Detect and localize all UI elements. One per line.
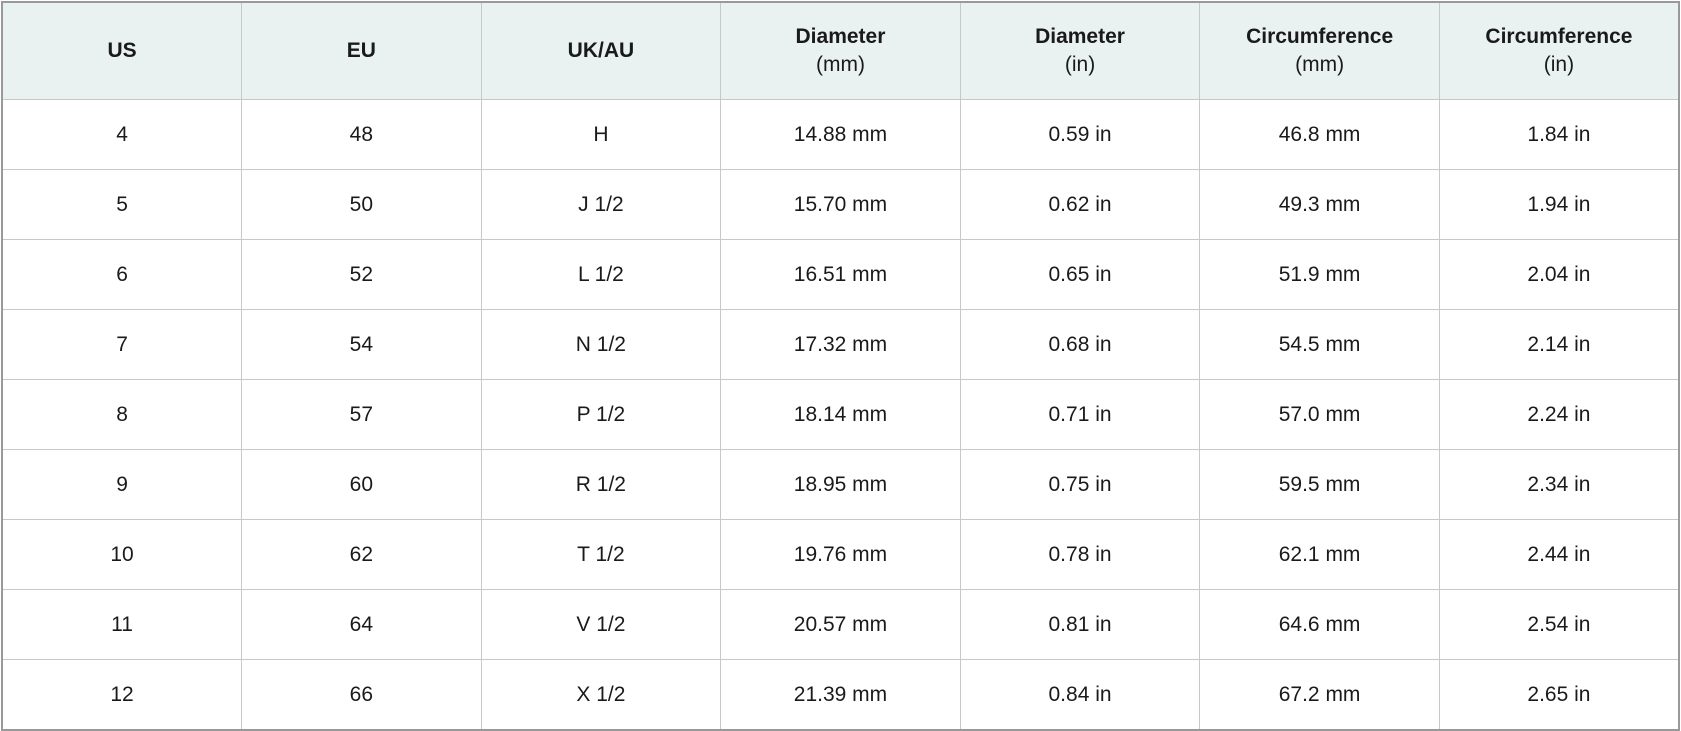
table-cell: 64.6 mm — [1199, 589, 1440, 660]
table-cell: 0.75 in — [959, 449, 1201, 520]
column-header: Circumference (in) — [1438, 1, 1680, 100]
column-title: Circumference — [1246, 25, 1394, 48]
column-title: Diameter — [1035, 25, 1125, 48]
table-cell: 7 — [1, 309, 243, 380]
table-cell: 48 — [241, 99, 482, 170]
table-cell: 0.81 in — [959, 589, 1201, 660]
table-cell: 46.8 mm — [1199, 99, 1440, 170]
table-cell: 20.57 mm — [720, 589, 961, 660]
table-cell: 2.54 in — [1438, 589, 1680, 660]
column-header: US — [1, 1, 243, 100]
table-cell: N 1/2 — [480, 309, 722, 380]
table-cell: 51.9 mm — [1199, 239, 1440, 310]
table-cell: 66 — [241, 659, 482, 731]
column-unit: (in) — [1064, 53, 1096, 76]
table-cell: 8 — [1, 379, 243, 450]
table-row: 7 54 N 1/2 17.32 mm 0.68 in 54.5 mm 2.14 in — [1, 309, 1680, 380]
table-cell: 62.1 mm — [1199, 519, 1440, 590]
table-cell: 0.68 in — [959, 309, 1201, 380]
column-header: Diameter (mm) — [720, 1, 961, 100]
table-row: 11 64 V 1/2 20.57 mm 0.81 in 64.6 mm 2.54 in — [1, 589, 1680, 660]
table-cell: 10 — [1, 519, 243, 590]
table-cell: 21.39 mm — [720, 659, 961, 731]
table-cell: 57 — [241, 379, 482, 450]
table-row: 4 48 H 14.88 mm 0.59 in 46.8 mm 1.84 in — [1, 99, 1680, 170]
header-row: US EU UK/AU Diameter (mm) Diameter (in) Circumf… — [1, 1, 1680, 100]
column-unit: (mm) — [1295, 53, 1345, 76]
table-cell: J 1/2 — [480, 169, 722, 240]
column-unit: (mm) — [815, 53, 865, 76]
table-cell: 50 — [241, 169, 482, 240]
table-cell: 5 — [1, 169, 243, 240]
table-cell: T 1/2 — [480, 519, 722, 590]
table-row: 8 57 P 1/2 18.14 mm 0.71 in 57.0 mm 2.24 in — [1, 379, 1680, 450]
table-row: 12 66 X 1/2 21.39 mm 0.84 in 67.2 mm 2.65 in — [1, 659, 1680, 731]
table-cell: 4 — [1, 99, 243, 170]
column-header: Circumference (mm) — [1199, 1, 1440, 100]
table-row: 6 52 L 1/2 16.51 mm 0.65 in 51.9 mm 2.04 in — [1, 239, 1680, 310]
column-title: EU — [346, 39, 376, 62]
table-cell: 64 — [241, 589, 482, 660]
table-cell: 18.95 mm — [720, 449, 961, 520]
table-cell: 2.65 in — [1438, 659, 1680, 731]
table-cell: 19.76 mm — [720, 519, 961, 590]
table-cell: 0.65 in — [959, 239, 1201, 310]
table-cell: 0.71 in — [959, 379, 1201, 450]
table-cell: 2.44 in — [1438, 519, 1680, 590]
table-cell: 6 — [1, 239, 243, 310]
table-cell: H — [480, 99, 722, 170]
table-cell: 1.94 in — [1438, 169, 1680, 240]
table-cell: P 1/2 — [480, 379, 722, 450]
table-cell: 16.51 mm — [720, 239, 961, 310]
table-row: 9 60 R 1/2 18.95 mm 0.75 in 59.5 mm 2.34 in — [1, 449, 1680, 520]
column-title: Diameter — [795, 25, 886, 48]
table-cell: 0.59 in — [959, 99, 1201, 170]
table-cell: 14.88 mm — [720, 99, 961, 170]
column-header: EU — [241, 1, 482, 100]
table-cell: 2.24 in — [1438, 379, 1680, 450]
table-cell: 62 — [241, 519, 482, 590]
table-body: 4 48 H 14.88 mm 0.59 in 46.8 mm 1.84 in 5 50 J 1/… — [1, 99, 1680, 731]
column-header: Diameter (in) — [959, 1, 1201, 100]
table-cell: 57.0 mm — [1199, 379, 1440, 450]
column-title: UK/AU — [567, 39, 635, 62]
table-cell: 52 — [241, 239, 482, 310]
table-cell: 1.84 in — [1438, 99, 1680, 170]
table-cell: 17.32 mm — [720, 309, 961, 380]
table-cell: 9 — [1, 449, 243, 520]
table-cell: L 1/2 — [480, 239, 722, 310]
table-cell: 54.5 mm — [1199, 309, 1440, 380]
table-cell: 0.78 in — [959, 519, 1201, 590]
table-cell: 2.04 in — [1438, 239, 1680, 310]
table-cell: 59.5 mm — [1199, 449, 1440, 520]
table-cell: 0.84 in — [959, 659, 1201, 731]
table-cell: 49.3 mm — [1199, 169, 1440, 240]
table-cell: 15.70 mm — [720, 169, 961, 240]
column-title: US — [107, 39, 137, 62]
table-cell: R 1/2 — [480, 449, 722, 520]
table-cell: X 1/2 — [480, 659, 722, 731]
column-title: Circumference — [1485, 25, 1633, 48]
table-row: 10 62 T 1/2 19.76 mm 0.78 in 62.1 mm 2.44 in — [1, 519, 1680, 590]
table-cell: 60 — [241, 449, 482, 520]
table-cell: 67.2 mm — [1199, 659, 1440, 731]
table-header: US EU UK/AU Diameter (mm) Diameter (in) Circumf… — [1, 1, 1680, 100]
table-cell: 12 — [1, 659, 243, 731]
table-cell: 2.34 in — [1438, 449, 1680, 520]
table-cell: 54 — [241, 309, 482, 380]
column-header: UK/AU — [480, 1, 722, 100]
table-cell: 18.14 mm — [720, 379, 961, 450]
column-unit: (in) — [1543, 53, 1575, 76]
table-cell: 11 — [1, 589, 243, 660]
table-row: 5 50 J 1/2 15.70 mm 0.62 in 49.3 mm 1.94 in — [1, 169, 1680, 240]
table-cell: 2.14 in — [1438, 309, 1680, 380]
table-cell: V 1/2 — [480, 589, 722, 660]
table-cell: 0.62 in — [959, 169, 1201, 240]
